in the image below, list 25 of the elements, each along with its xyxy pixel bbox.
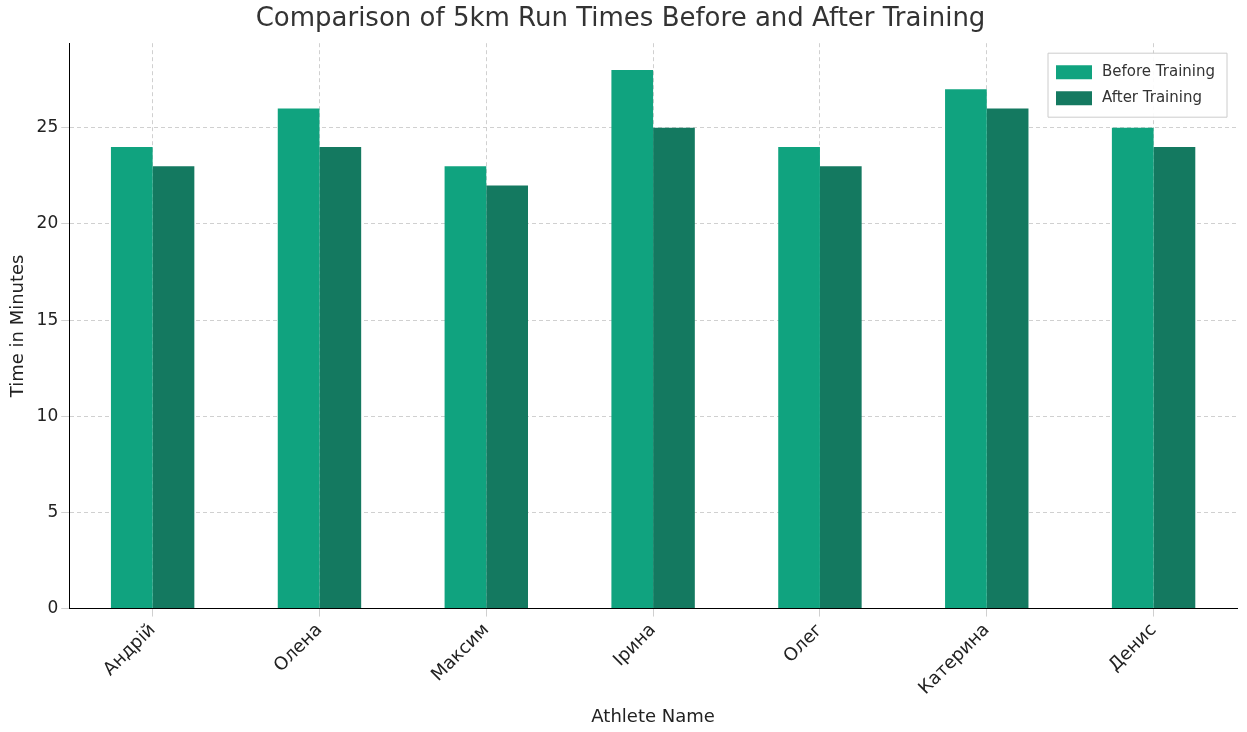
y-axis-title: Time in Minutes xyxy=(6,254,28,399)
y-tick-label: 0 xyxy=(47,597,59,617)
bar xyxy=(486,185,528,609)
bar xyxy=(152,166,195,609)
legend-label: Before Training xyxy=(1102,62,1215,81)
bar xyxy=(611,70,654,609)
bar xyxy=(1111,127,1154,609)
bar xyxy=(819,166,862,609)
bar xyxy=(778,147,820,609)
bar xyxy=(1153,147,1196,609)
bar xyxy=(444,166,487,609)
y-tick-label: 5 xyxy=(47,500,59,521)
bar xyxy=(653,127,695,609)
bar xyxy=(319,147,362,609)
bar xyxy=(110,147,153,609)
bar xyxy=(986,108,1029,609)
bar xyxy=(945,89,987,609)
y-tick-label: 15 xyxy=(36,308,59,329)
bar xyxy=(277,108,320,609)
y-tick-label: 20 xyxy=(36,212,59,233)
y-tick-label: 25 xyxy=(36,116,59,137)
chart-title: Comparison of 5km Run Times Before and After Training xyxy=(255,2,986,33)
x-axis-title: Athlete Name xyxy=(591,704,715,726)
legend-label: After Training xyxy=(1102,88,1202,107)
y-tick-label: 10 xyxy=(36,404,59,425)
